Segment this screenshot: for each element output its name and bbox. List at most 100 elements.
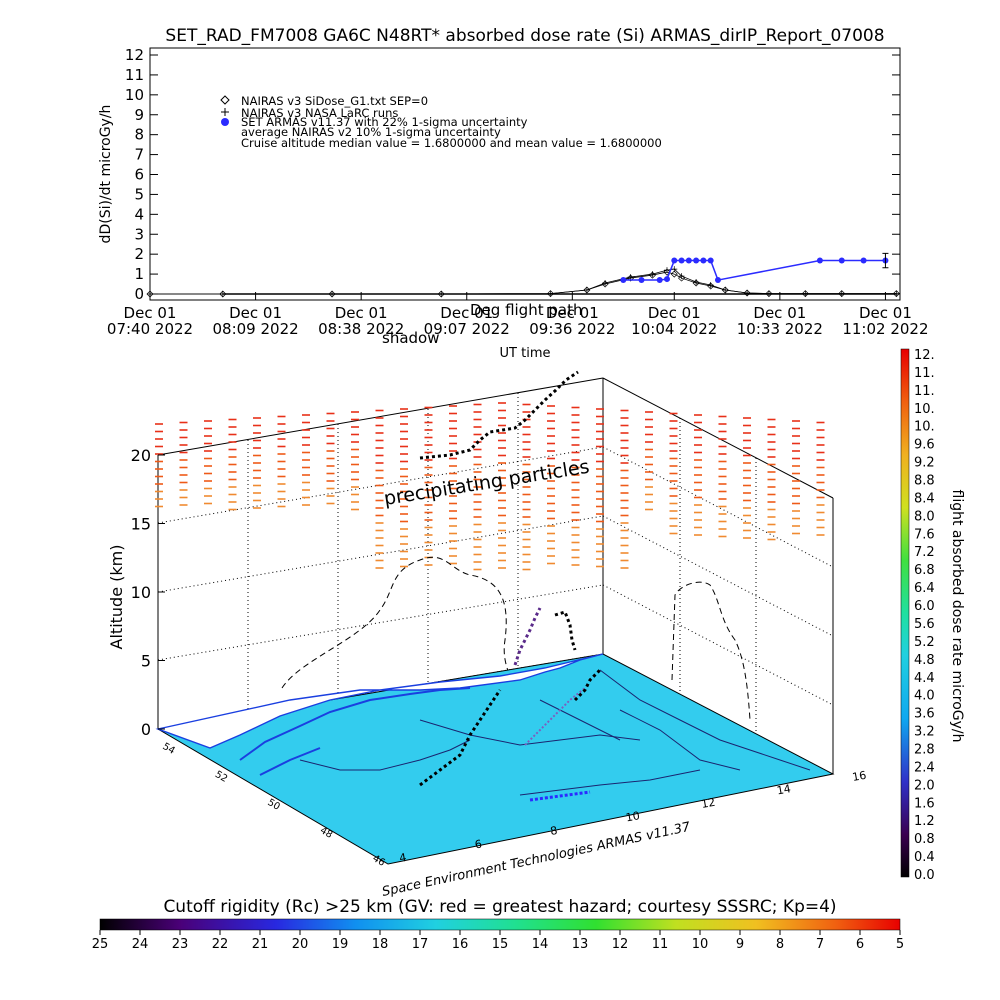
longitude-tick-label: 8 (549, 824, 558, 838)
series-2-point (678, 273, 685, 280)
figure-title: SET_RAD_FM7008 GA6C N48RT* absorbed dose… (165, 26, 884, 46)
dose-colorbar: 12. 11. 11. 10. 10. 9.6 9.2 8.8 8.4 8.0 7.6 7.2 6.8 6… (900, 348, 965, 883)
series-2-point (802, 290, 809, 297)
series-3-point (693, 257, 700, 264)
top-x-tick-label-time: 08:38 2022 (318, 320, 404, 338)
rigidity-tick-label: 6 (856, 937, 864, 952)
dose-tick-label: 0.8 (914, 832, 935, 847)
rigidity-tick-label: 21 (252, 937, 269, 952)
longitude-tick-label: 16 (851, 769, 867, 784)
rigidity-tick-label: 25 (92, 937, 109, 952)
dose-tick-label: 1.6 (914, 796, 935, 811)
legend-blue-dot-icon (221, 118, 229, 126)
latitude-ticks: 54 52 50 48 46 (161, 741, 387, 869)
top-x-tick-label-time: 07:40 2022 (107, 320, 193, 338)
series-1-point (838, 290, 846, 298)
top-y-tick-label: 11 (125, 66, 144, 84)
series-2-point (602, 280, 609, 287)
latitude-tick-label: 50 (266, 797, 282, 813)
legend-plus-icon (221, 108, 229, 116)
series-2-point (663, 267, 670, 274)
longitude-tick-label: 6 (474, 837, 483, 851)
series-2-point (893, 290, 900, 297)
rigidity-tick-label: 13 (572, 937, 589, 952)
legend-diamond-icon (220, 95, 230, 105)
longitude-tick-label: 4 (398, 851, 407, 865)
dose-tick-label: 6.8 (914, 563, 935, 578)
dose-tick-label: 4.0 (914, 689, 935, 704)
dose-tick-label: 8.0 (914, 509, 935, 524)
top-x-tick-label-time: 09:07 2022 (424, 320, 510, 338)
rigidity-tick-label: 18 (372, 937, 389, 952)
series-1-point (670, 270, 678, 278)
series-3-point (714, 277, 721, 284)
series-3-point (638, 277, 645, 284)
rigidity-tick-label: 10 (692, 937, 709, 952)
rigidity-tick-label: 22 (212, 937, 229, 952)
top-x-tick-label-date: Dec 01 (229, 304, 282, 322)
dose-tick-label: 11. (914, 366, 935, 381)
top-x-tick-label-time: 10:33 2022 (737, 320, 823, 338)
rigidity-colorbar-ticks: 25 24 23 22 21 20 19 18 17 16 15 14 13 12 11 10 9 8 7 6 5 (92, 930, 904, 952)
error-bar (882, 252, 889, 269)
longitude-tick-label: 12 (700, 796, 716, 811)
latitude-tick-label: 52 (213, 769, 229, 785)
rigidity-tick-label: 24 (132, 937, 149, 952)
series-3-point (700, 257, 707, 264)
z-axis-ticks: 0 5 10 15 20 (131, 446, 165, 739)
series-1-point (663, 268, 671, 276)
series-2-point (838, 290, 845, 297)
latitude-tick-label: 46 (371, 853, 387, 869)
dose-tick-label: 9.2 (914, 456, 935, 471)
z-tick-label: 5 (141, 652, 151, 671)
series-3-point (678, 257, 685, 264)
dose-tick-label: 4.4 (914, 671, 935, 686)
dose-tick-label: 12. (914, 348, 935, 363)
dose-colorbar-label: flight absorbed dose rate microGy/h (949, 490, 965, 743)
top-y-tick-label: 3 (134, 225, 144, 243)
dose-tick-label: 3.2 (914, 725, 935, 740)
flight-path-caption: Deg flight path (470, 301, 582, 319)
dose-tick-label: 6.4 (914, 581, 935, 596)
top-y-tick-label: 2 (134, 245, 144, 263)
series-2-point (583, 287, 590, 294)
series-2-point (627, 274, 634, 281)
legend-entry-4: average NAIRAS v2 10% 1-sigma uncertaint… (241, 125, 501, 139)
top-x-tick-label-time: 11:02 2022 (842, 320, 928, 338)
z-tick-label: 15 (131, 515, 151, 534)
rigidity-tick-label: 15 (492, 937, 509, 952)
rigidity-tick-label: 16 (452, 937, 469, 952)
z-axis-label: Altitude (km) (107, 545, 126, 650)
top-x-tick-label-time: 10:04 2022 (631, 320, 717, 338)
top-y-tick-label: 5 (134, 185, 144, 203)
top-x-axis-label: UT time (500, 346, 551, 361)
shadow-caption: shadow (382, 329, 439, 347)
dose-tick-label: 8.4 (914, 491, 935, 506)
dose-tick-label: 9.6 (914, 438, 935, 453)
series-2-point (219, 291, 226, 297)
top-y-tick-label: 9 (134, 106, 144, 124)
rigidity-tick-label: 11 (652, 937, 669, 952)
top-y-tick-label: 7 (134, 146, 144, 164)
rigidity-tick-label: 14 (532, 937, 549, 952)
top-legend: NAIRAS v3 SiDose_G1.txt SEP=0 NAIRAS v3 … (220, 94, 662, 150)
series-1-point (892, 290, 900, 298)
series-2-point (765, 290, 772, 297)
series-3-point (685, 257, 692, 264)
series-line-2 (150, 268, 897, 295)
dose-tick-label: 4.8 (914, 653, 935, 668)
top-x-tick-label-date: Dec 01 (648, 304, 701, 322)
dose-tick-label: 7.6 (914, 527, 935, 542)
top-x-tick-label-date: Dec 01 (546, 304, 599, 322)
dose-tick-label: 10. (914, 420, 935, 435)
dose-tick-label: 10. (914, 402, 935, 417)
rigidity-tick-label: 9 (736, 937, 744, 952)
dose-tick-label: 6.0 (914, 599, 935, 614)
series-3-point (816, 257, 823, 264)
series-3-point (620, 277, 627, 284)
